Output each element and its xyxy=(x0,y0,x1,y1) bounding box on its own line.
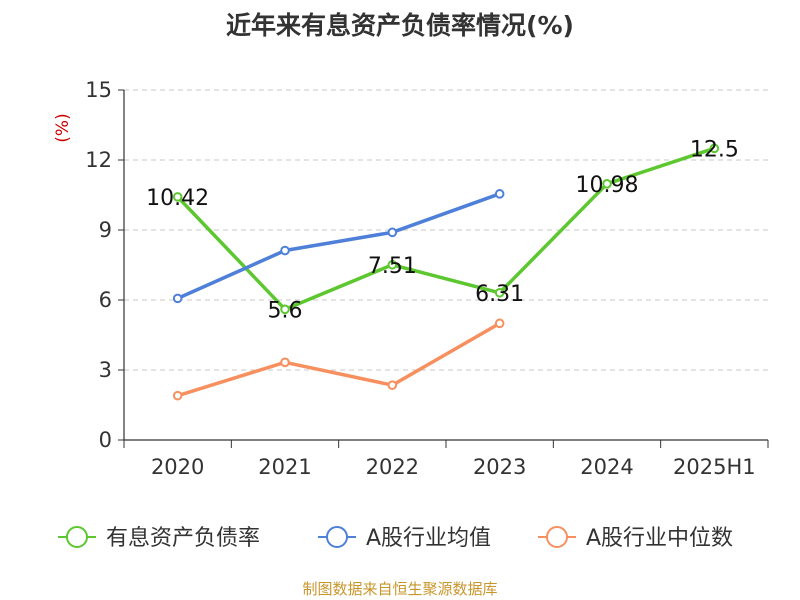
data-point xyxy=(602,179,612,189)
y-tick-label: 9 xyxy=(99,218,112,242)
data-label: 7.51 xyxy=(368,254,417,279)
data-label: 5.6 xyxy=(268,298,303,323)
legend-marker xyxy=(66,526,88,548)
data-point xyxy=(280,245,290,256)
data-label: 6.31 xyxy=(475,282,524,307)
legend-marker xyxy=(326,526,348,548)
x-tick-label: 2020 xyxy=(151,455,204,479)
data-point xyxy=(280,357,290,368)
series-line xyxy=(176,192,501,300)
x-tick-label: 2024 xyxy=(580,455,633,479)
data-label: 10.98 xyxy=(576,173,639,198)
data-label: 10.42 xyxy=(146,186,209,211)
data-point xyxy=(494,318,505,329)
legend-label: A股行业均值 xyxy=(366,526,491,551)
data-point xyxy=(280,304,290,315)
series-line xyxy=(176,146,715,312)
y-tick-label: 3 xyxy=(99,358,112,382)
y-axis-label: (%) xyxy=(53,113,73,142)
series-2 xyxy=(172,189,505,304)
x-tick-label: 2025H1 xyxy=(673,455,756,479)
legend-item: A股行业中位数 xyxy=(538,526,733,551)
series-1: 10.42 5.6 7.51 6.31 10.98 12.5 xyxy=(146,137,739,323)
legend-label: A股行业中位数 xyxy=(586,526,733,551)
data-label: 12.5 xyxy=(690,137,739,162)
data-point xyxy=(387,259,398,270)
x-tick-label: 2023 xyxy=(473,455,526,479)
y-tick-label: 12 xyxy=(85,148,112,172)
data-point xyxy=(172,293,183,304)
data-point xyxy=(172,390,183,401)
x-tick-label: 2022 xyxy=(366,455,419,479)
chart-title: 近年来有息资产负债率情况(%) xyxy=(226,11,574,40)
y-tick-label: 0 xyxy=(99,428,112,452)
series-line xyxy=(177,321,501,398)
y-tick-label: 15 xyxy=(85,78,112,102)
data-point xyxy=(494,189,505,199)
legend-marker xyxy=(546,526,568,548)
legend-label: 有息资产负债率 xyxy=(106,526,260,551)
data-point xyxy=(387,380,398,390)
legend-item: A股行业均值 xyxy=(318,526,491,551)
x-tick-label: 2021 xyxy=(258,455,311,479)
legend: 有息资产负债率 A股行业均值 A股行业中位数 xyxy=(58,526,733,551)
data-point xyxy=(172,192,183,202)
data-point xyxy=(387,227,398,238)
y-tick-label: 6 xyxy=(99,288,112,312)
series-3 xyxy=(172,318,505,401)
legend-item: 有息资产负债率 xyxy=(58,526,260,551)
data-point xyxy=(494,287,505,298)
source-note: 制图数据来自恒生聚源数据库 xyxy=(302,580,498,598)
data-point xyxy=(709,143,720,154)
